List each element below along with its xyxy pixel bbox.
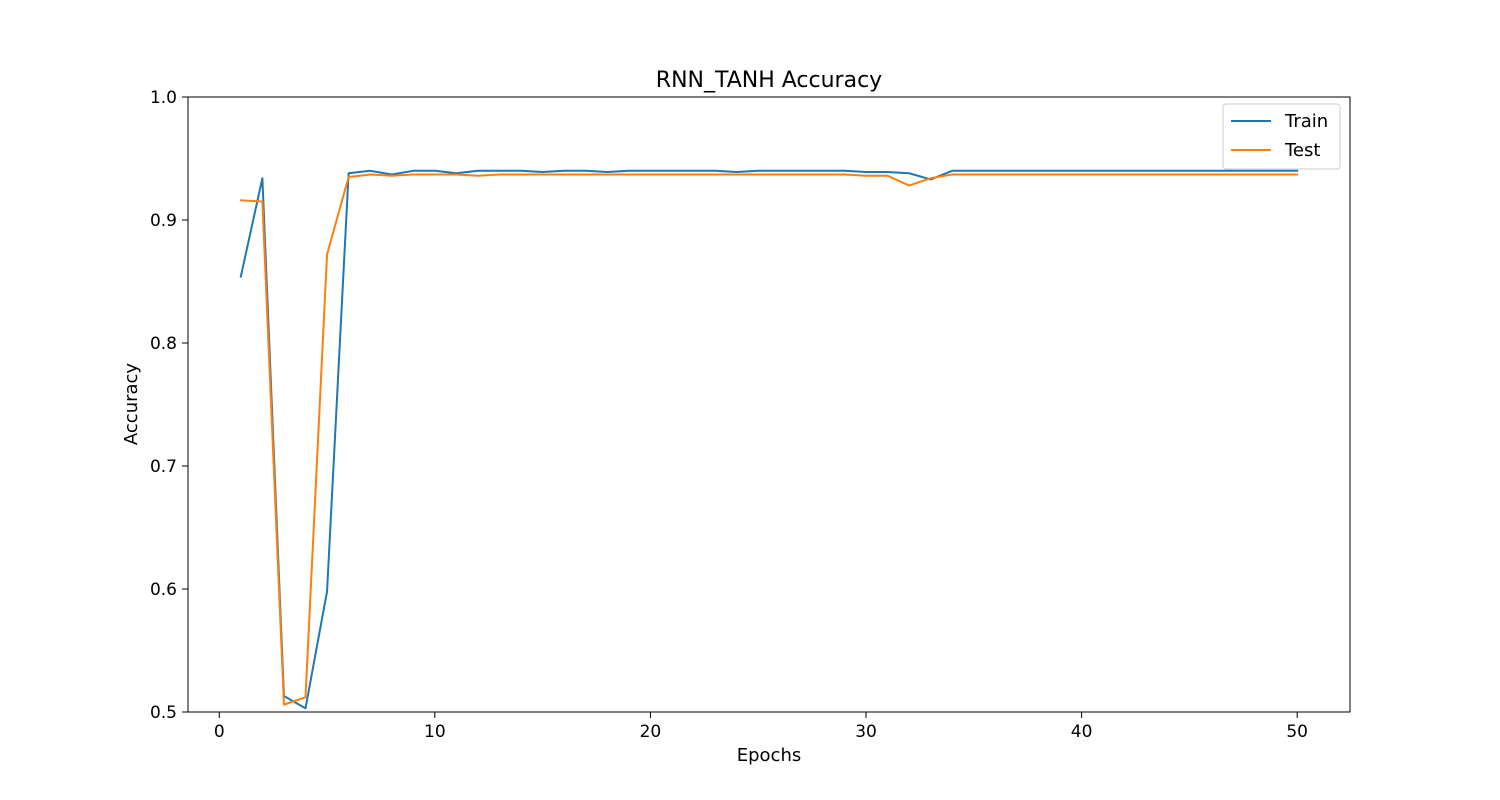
x-tick-label: 20 <box>640 722 662 742</box>
y-tick-label: 0.6 <box>150 580 177 600</box>
y-tick-label: 0.9 <box>150 211 177 231</box>
y-tick-label: 0.8 <box>150 334 177 354</box>
chart-title: RNN_TANH Accuracy <box>656 68 882 93</box>
plot-area: 0 10 20 30 40 50 0.5 0.6 0.7 0.8 0.9 1.0 <box>150 88 1351 742</box>
y-tick-label: 0.7 <box>150 457 177 477</box>
y-tick-label: 0.5 <box>150 703 177 723</box>
x-tick-label: 40 <box>1071 722 1093 742</box>
y-axis-label: Accuracy <box>121 363 142 446</box>
series-line-test <box>239 173 1299 706</box>
legend: Train Test <box>1222 103 1341 170</box>
x-tick-label: 0 <box>214 722 225 742</box>
legend-label-train: Train <box>1284 111 1328 132</box>
x-tick-label: 10 <box>424 722 446 742</box>
x-tick-label: 30 <box>855 722 877 742</box>
x-tick-label: 50 <box>1286 722 1308 742</box>
axes-frame <box>187 96 1351 713</box>
legend-label-test: Test <box>1284 140 1320 161</box>
y-tick-label: 1.0 <box>150 88 177 108</box>
x-axis-label: Epochs <box>737 745 802 766</box>
series-line-train <box>239 169 1299 710</box>
